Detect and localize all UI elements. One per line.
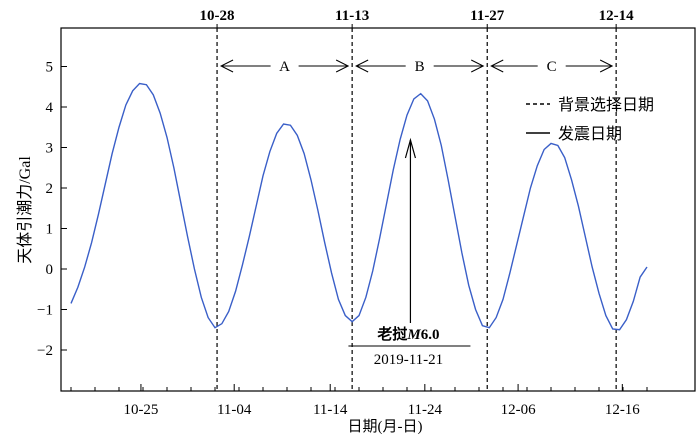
event-magnitude-symbol: M xyxy=(406,327,421,343)
interval-c: C xyxy=(490,59,614,75)
y-tick-label: −2 xyxy=(37,343,53,359)
arrowhead-left xyxy=(355,59,369,73)
event-magnitude-value: 6.0 xyxy=(421,327,440,343)
axes-ticks: −2 −1 0 1 2 3 4 5 10-25 11-04 11-14 11-24 12-06 12-16 xyxy=(37,60,648,418)
event-place: 老挝 xyxy=(376,325,408,343)
marker-top-label: 11-27 xyxy=(470,8,505,24)
event-arrowhead xyxy=(404,137,417,159)
y-tick-label: 2 xyxy=(46,181,54,197)
tidal-force-line xyxy=(70,82,648,331)
interval-a: A xyxy=(219,59,350,75)
y-tick-label: −1 xyxy=(37,303,53,319)
interval-b: B xyxy=(355,59,485,75)
background-date-markers: 10-28 11-13 11-27 12-14 xyxy=(200,8,634,391)
interval-label: B xyxy=(415,59,425,75)
y-tick-label: 3 xyxy=(46,141,54,157)
arrowhead-right xyxy=(471,59,485,73)
arrowhead-right xyxy=(335,59,350,73)
x-tick-label: 11-24 xyxy=(408,402,443,418)
legend-label: 发震日期 xyxy=(558,124,622,143)
x-tick-label: 11-14 xyxy=(313,402,348,418)
marker-top-label: 10-28 xyxy=(200,8,235,24)
interval-label: C xyxy=(547,59,557,75)
y-tick-label: 1 xyxy=(46,222,54,238)
x-tick-label: 12-06 xyxy=(501,402,536,418)
x-tick-label: 11-04 xyxy=(217,402,252,418)
interval-label: A xyxy=(279,59,290,75)
arrowhead-left xyxy=(490,59,504,73)
plot-frame xyxy=(60,27,696,392)
y-tick-label: 4 xyxy=(46,100,54,116)
x-tick-label: 10-25 xyxy=(123,402,158,418)
arrowhead-left xyxy=(219,59,234,73)
x-axis-label: 日期(月-日) xyxy=(348,418,423,435)
marker-top-label: 11-13 xyxy=(335,8,369,24)
marker-top-label: 12-14 xyxy=(599,8,634,24)
arrowhead-right xyxy=(599,59,614,73)
earthquake-event-marker: 老挝M6.0 2019-11-21 xyxy=(348,137,471,368)
interval-arrows: A B C xyxy=(219,59,614,75)
event-label: 老挝M6.0 xyxy=(376,325,439,343)
y-tick-label: 5 xyxy=(46,60,54,76)
y-axis-label: 天体引潮力/Gal xyxy=(16,156,34,264)
x-tick-label: 12-16 xyxy=(605,402,640,418)
legend-label: 背景选择日期 xyxy=(558,95,654,114)
event-date: 2019-11-21 xyxy=(374,352,443,368)
y-tick-label: 0 xyxy=(46,262,54,278)
